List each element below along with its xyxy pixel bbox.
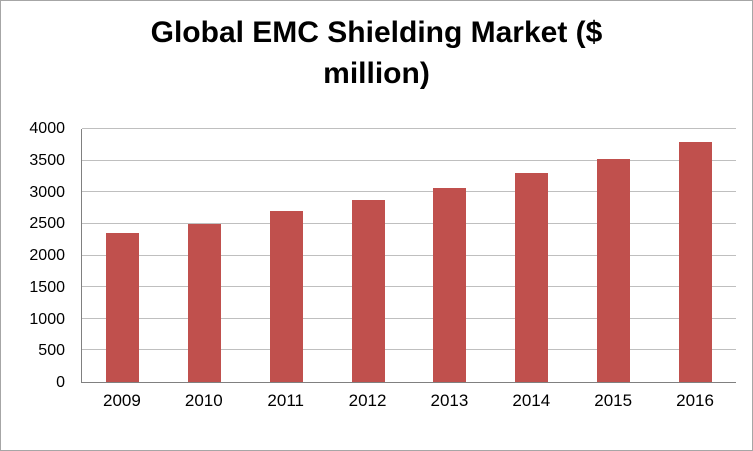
bar-2015: [596, 158, 630, 382]
bar-slot-2015: [573, 129, 655, 382]
gridline: [82, 159, 736, 161]
x-tick-label: 2010: [184, 391, 223, 410]
gridline: [82, 222, 736, 224]
bar-series: [82, 129, 736, 382]
plot-area: [81, 128, 736, 383]
y-tick-label: 500: [38, 342, 65, 360]
bar-slot-2014: [491, 129, 573, 382]
gridline: [82, 349, 736, 351]
bar-2010: [188, 223, 222, 382]
x-tick-label: 2014: [512, 391, 551, 410]
gridline: [82, 254, 736, 256]
bar-2009: [106, 233, 140, 382]
x-axis: 2009 2010 2011 2012 2013 2014 2015 2016: [81, 391, 736, 417]
y-tick-label: 4000: [29, 120, 65, 137]
y-tick-label: 3000: [29, 183, 65, 201]
x-tick-label: 2012: [348, 391, 387, 410]
x-tick-label: 2016: [676, 391, 714, 410]
gridline: [82, 317, 736, 319]
bar-slot-2012: [327, 129, 409, 382]
y-tick-label: 1000: [29, 310, 65, 328]
y-tick-label: 1500: [29, 278, 65, 296]
y-tick-label: 3500: [29, 151, 65, 169]
bar-slot-2013: [409, 129, 491, 382]
x-tick-label: 2009: [103, 391, 141, 410]
bar-slot-2010: [164, 129, 246, 382]
y-tick-label: 0: [56, 374, 65, 391]
bar-slot-2011: [246, 129, 328, 382]
bar-2012: [351, 199, 385, 382]
bar-2014: [515, 173, 549, 382]
x-tick-label: 2013: [430, 391, 469, 410]
gridline: [82, 128, 736, 129]
chart-title: Global EMC Shielding Market ($ million): [150, 16, 603, 90]
y-tick-label: 2500: [29, 215, 65, 233]
y-tick-label: 2000: [29, 247, 65, 264]
bar-slot-2009: [82, 129, 164, 382]
bar-2013: [433, 187, 467, 382]
x-tick-label: 2011: [267, 391, 304, 410]
bar-2011: [269, 211, 303, 382]
gridline: [82, 191, 736, 193]
bar-slot-2016: [654, 129, 736, 382]
gridline: [82, 286, 736, 288]
x-tick-label: 2015: [594, 391, 633, 410]
y-axis: 0 500 1000 1500 2000 2500 3000 3500 4000: [1, 120, 73, 391]
bar-2016: [678, 141, 712, 382]
